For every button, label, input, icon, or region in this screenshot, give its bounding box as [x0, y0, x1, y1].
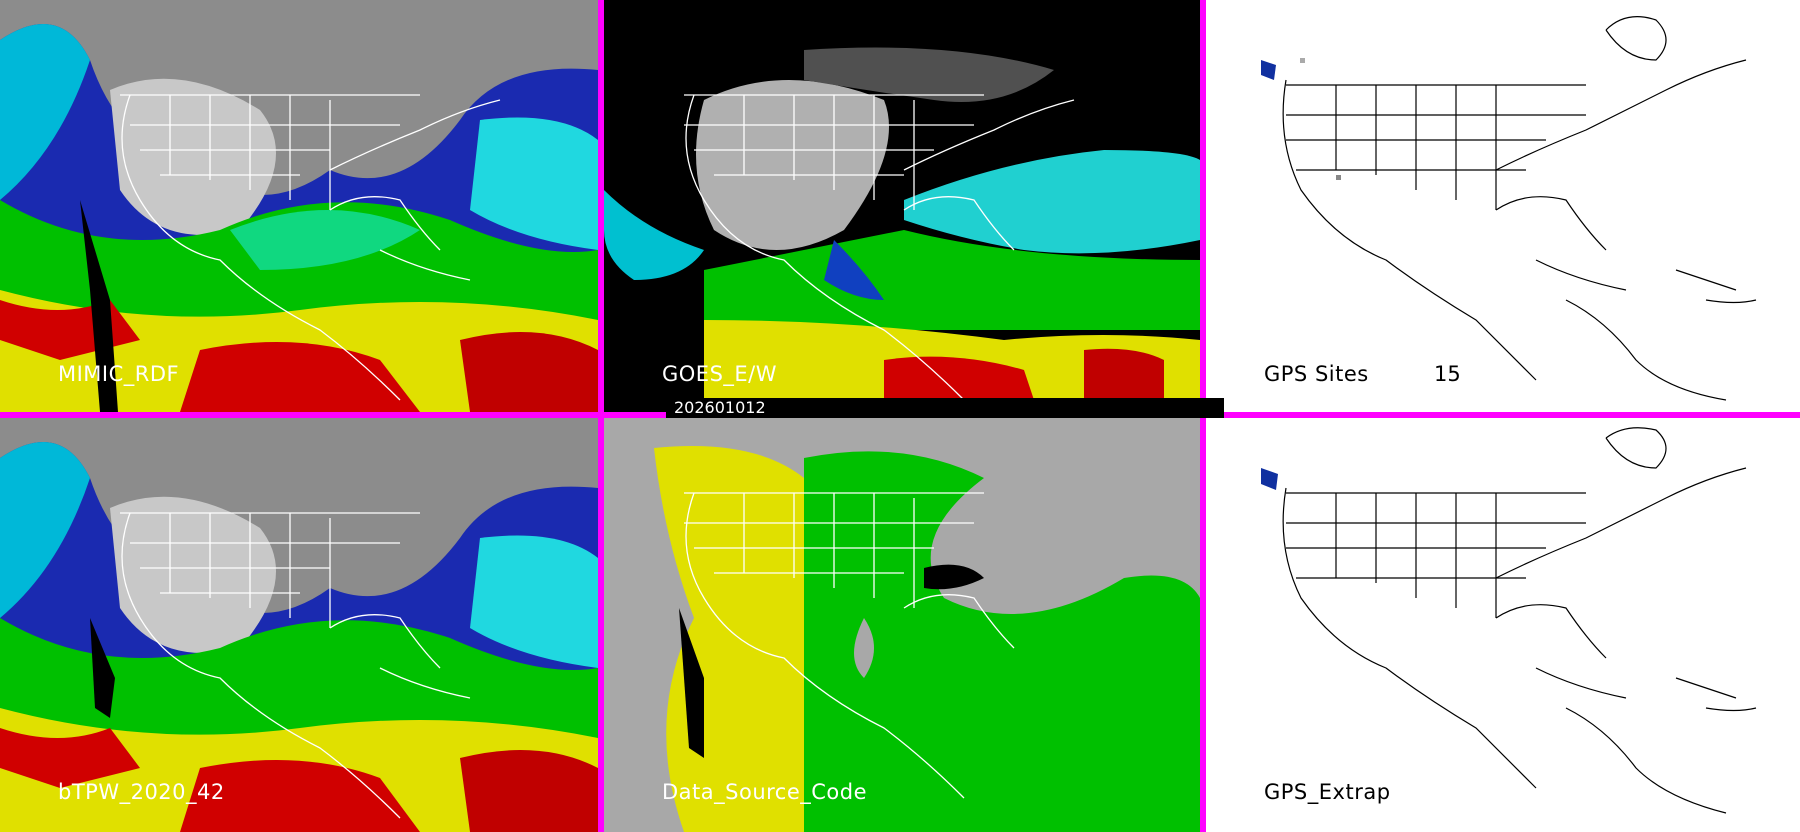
- data-source-map-image: [604, 418, 1200, 832]
- panel-gps-sites: GPS Sites 15: [1206, 0, 1800, 412]
- goes-map-image: [604, 0, 1200, 412]
- panel-label: GPS Sites: [1264, 362, 1369, 386]
- panel-label: bTPW_2020_42: [58, 780, 225, 804]
- btpw-map-image: [0, 418, 598, 832]
- timestamp-bar: 202601012: [666, 398, 1224, 418]
- panel-label: GOES_E/W: [662, 362, 778, 386]
- panel-goes-ew: GOES_E/W: [604, 0, 1200, 412]
- tpw-map-image: [0, 0, 598, 412]
- gps-sites-map-image: [1206, 0, 1800, 412]
- gps-extrap-map-image: [1206, 418, 1800, 832]
- panel-label: Data_Source_Code: [662, 780, 868, 804]
- panel-btpw-2020-42: bTPW_2020_42: [0, 418, 598, 832]
- panel-label: GPS_Extrap: [1264, 780, 1391, 804]
- panel-mimic-rdf: MIMIC_RDF: [0, 0, 598, 412]
- panel-gps-extrap: GPS_Extrap: [1206, 418, 1800, 832]
- panel-label: MIMIC_RDF: [58, 362, 180, 386]
- gps-site-count: 15: [1434, 362, 1461, 386]
- panel-data-source-code: Data_Source_Code: [604, 418, 1200, 832]
